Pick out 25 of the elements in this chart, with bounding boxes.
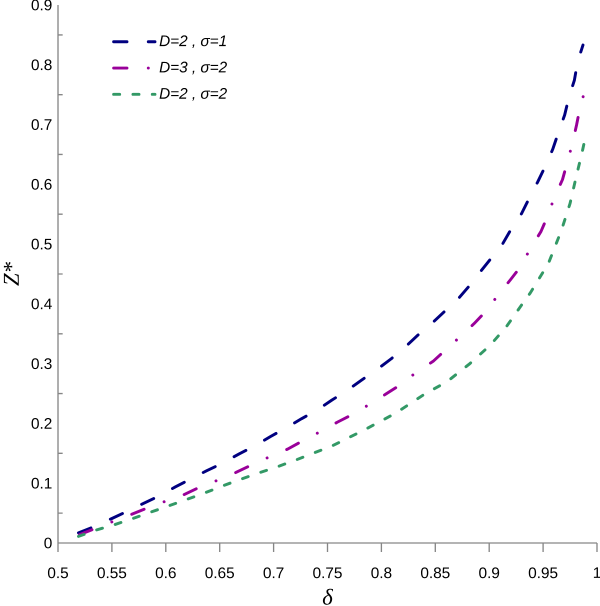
y-tick-label: 0.4 <box>32 298 52 310</box>
x-axis-title: δ <box>322 588 334 605</box>
y-tick-label: 0.5 <box>32 238 52 250</box>
x-tick-label: 0.75 <box>313 567 342 578</box>
y-tick-label: 0.8 <box>32 59 52 70</box>
x-tick-label: 0.7 <box>264 567 284 578</box>
y-tick-label: 0 <box>44 538 52 548</box>
legend-label: D=2 , σ=2 <box>160 88 227 101</box>
y-tick-label: 0.9 <box>32 0 52 10</box>
y-tick-label: 0.6 <box>32 178 52 190</box>
y-tick-label: 0.2 <box>32 418 52 429</box>
x-tick-label: 0.55 <box>98 567 126 578</box>
y-tick-label: 0.7 <box>32 119 52 130</box>
x-tick-label: 0.65 <box>205 567 234 578</box>
x-tick-label: 0.9 <box>479 567 500 578</box>
x-tick-label: 0.8 <box>371 567 392 578</box>
y-tick-label: 0.1 <box>32 478 52 489</box>
x-tick-label: 0.6 <box>156 567 176 578</box>
legend-label: D=2 , σ=1 <box>160 35 226 48</box>
y-axis-title: Z* <box>4 262 19 286</box>
x-tick-label: 0.95 <box>528 567 558 578</box>
y-tick-label: 0.3 <box>32 358 52 370</box>
x-tick-label: 0.85 <box>420 567 450 578</box>
legend-label: D=3 , σ=2 <box>160 62 227 74</box>
x-tick-label: 0.5 <box>48 567 68 578</box>
